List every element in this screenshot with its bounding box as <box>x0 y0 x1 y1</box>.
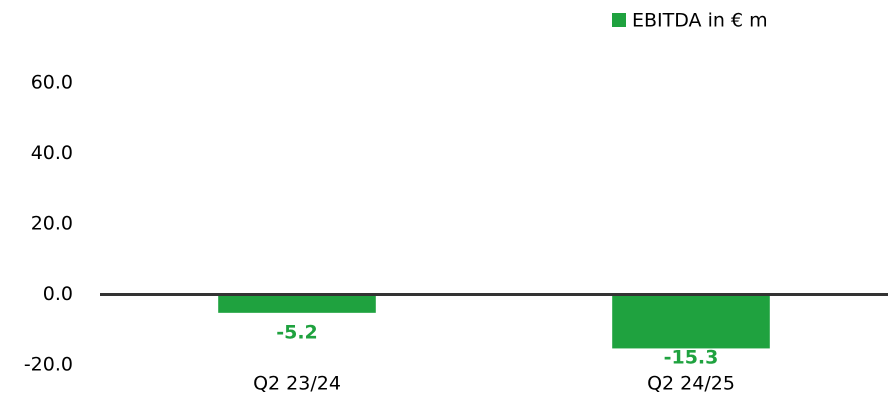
x-tick-label: Q2 24/25 <box>647 373 735 395</box>
y-tick-label: 0.0 <box>43 283 73 305</box>
x-tick-label: Q2 23/24 <box>253 373 341 395</box>
legend-swatch <box>612 13 626 27</box>
y-tick-label: 60.0 <box>31 72 73 94</box>
y-tick-label: 40.0 <box>31 142 73 164</box>
bar <box>612 294 770 349</box>
bar <box>218 294 376 313</box>
data-label: -15.3 <box>664 347 719 369</box>
data-label: -5.2 <box>276 321 318 343</box>
y-tick-label: 20.0 <box>31 213 73 235</box>
legend-label: EBITDA in € m <box>632 10 768 32</box>
y-tick-label: -20.0 <box>24 354 73 376</box>
